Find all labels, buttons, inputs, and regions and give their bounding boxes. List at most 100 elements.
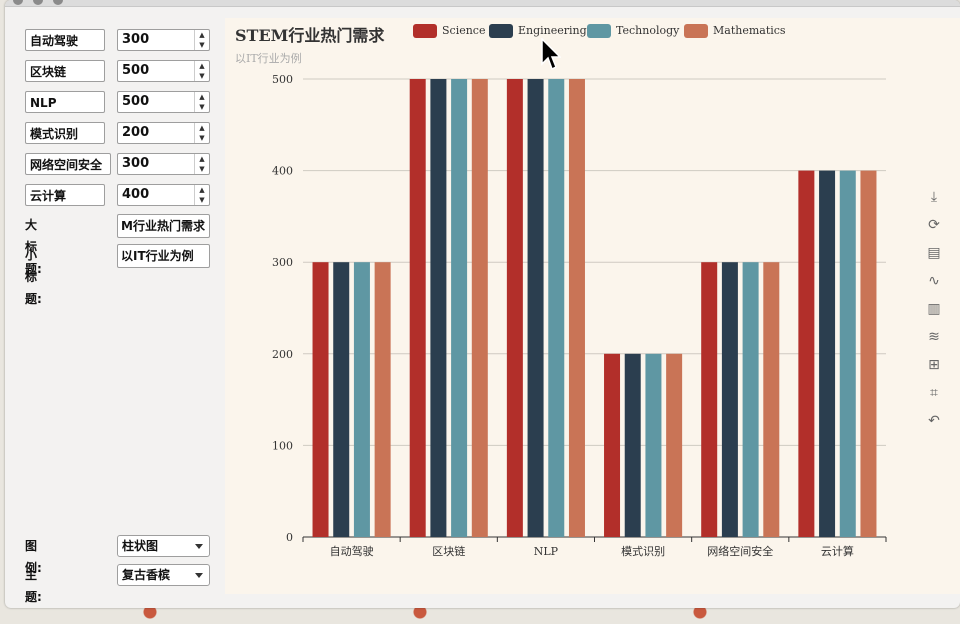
x-tick-label: 区块链 (432, 544, 465, 558)
chart-type-select[interactable]: 柱状图 (117, 535, 210, 557)
bar (353, 262, 370, 537)
x-tick-label: 云计算 (821, 544, 854, 558)
legend-swatch (684, 24, 708, 38)
category-name-field[interactable]: 网络空间安全 (25, 153, 111, 175)
legend-swatch (413, 24, 437, 38)
spin-arrows-icon[interactable]: ▲ ▼ (194, 92, 209, 112)
chevron-down-icon (195, 544, 203, 549)
bar (374, 262, 391, 537)
legend-item-science[interactable]: Science (413, 24, 485, 38)
zoom-window-icon[interactable] (53, 0, 63, 5)
control-panel: 自动驾驶 300 ▲ ▼ 区块链 500 ▲ ▼ NLP 500 ▲ ▼ 模式识别 200 ▲… (5, 0, 220, 608)
mouse-cursor-icon (541, 38, 561, 71)
bar (645, 353, 662, 537)
stack-icon[interactable]: ≋ (928, 329, 940, 345)
y-tick-label: 400 (272, 165, 293, 178)
theme-label: 主题: (25, 568, 42, 604)
title-label: 大标题: (25, 218, 42, 276)
y-tick-label: 0 (286, 531, 293, 544)
bar (860, 170, 877, 537)
bar (763, 262, 780, 537)
spinbox-value: 300 (122, 156, 150, 171)
legend-label: Technology (616, 24, 680, 37)
bar (527, 79, 544, 537)
bar (839, 170, 856, 537)
close-window-icon[interactable] (13, 0, 23, 5)
theme-value: 复古香槟 (122, 568, 171, 582)
y-tick-label: 300 (272, 256, 293, 269)
theme-select[interactable]: 复古香槟 (117, 564, 210, 586)
spin-arrows-icon[interactable]: ▲ ▼ (194, 185, 209, 205)
data-view-icon[interactable]: ▤ (927, 245, 941, 261)
x-tick-label: NLP (534, 545, 559, 558)
chart-type-value: 柱状图 (122, 539, 159, 553)
value-spinbox[interactable]: 500 ▲ ▼ (117, 60, 210, 82)
bar (604, 353, 621, 537)
legend-swatch (489, 24, 513, 38)
bar (430, 79, 447, 537)
bar (548, 79, 565, 537)
value-spinbox[interactable]: 400 ▲ ▼ (117, 184, 210, 206)
spinbox-value: 400 (122, 187, 150, 202)
spin-arrows-icon[interactable]: ▲ ▼ (194, 154, 209, 174)
spinbox-value: 200 (122, 125, 150, 140)
chart-title: STEM行业热门需求 (235, 26, 385, 45)
category-name-field[interactable]: 云计算 (25, 184, 105, 206)
x-tick-label: 自动驾驶 (330, 544, 374, 558)
app-window: 自动驾驶 300 ▲ ▼ 区块链 500 ▲ ▼ NLP 500 ▲ ▼ 模式识别 200 ▲… (5, 0, 960, 608)
bar (742, 262, 759, 537)
legend-label: Science (442, 24, 486, 37)
minimize-window-icon[interactable] (33, 0, 43, 5)
y-tick-label: 500 (272, 73, 293, 86)
bar (409, 79, 426, 537)
chart-panel: STEM行业热门需求 以IT行业为例 Science Engineering T… (225, 18, 960, 594)
legend-item-technology[interactable]: Technology (587, 24, 679, 38)
line-chart-icon[interactable]: ∿ (928, 273, 940, 289)
bar (798, 170, 815, 537)
subtitle-label: 小标题: (25, 248, 42, 306)
bar (471, 79, 488, 537)
tiled-icon[interactable]: ⊞ (928, 357, 940, 373)
bar (451, 79, 468, 537)
legend-item-engineering[interactable]: Engineering (489, 24, 587, 38)
spin-arrows-icon[interactable]: ▲ ▼ (194, 123, 209, 143)
bar (506, 79, 523, 537)
title-bar (5, 0, 960, 7)
bar (701, 262, 718, 537)
title-input[interactable]: M行业热门需求 (117, 214, 210, 238)
zoom-reset-icon[interactable]: ↶ (928, 413, 940, 429)
chart-subtitle: 以IT行业为例 (235, 52, 302, 65)
spinbox-value: 500 (122, 94, 150, 109)
value-spinbox[interactable]: 300 ▲ ▼ (117, 29, 210, 51)
subtitle-input[interactable]: 以IT行业为例 (117, 244, 210, 268)
bar-chart: 0 100 200 300 400 500 自动驾驶 区块链 NLP 模式识别 网络空间安全 云计算 (272, 73, 887, 558)
spin-arrows-icon[interactable]: ▲ ▼ (194, 30, 209, 50)
bar (666, 353, 683, 537)
bar (721, 262, 738, 537)
spin-arrows-icon[interactable]: ▲ ▼ (194, 61, 209, 81)
category-name-field[interactable]: 模式识别 (25, 122, 105, 144)
download-icon[interactable]: ⤓ (930, 189, 938, 205)
bar-chart-icon[interactable]: ▥ (927, 301, 941, 317)
y-tick-label: 200 (272, 348, 293, 361)
refresh-icon[interactable]: ⟳ (928, 217, 940, 233)
legend-label: Engineering (518, 24, 587, 37)
legend-label: 图例: (25, 539, 42, 575)
legend-swatch (587, 24, 611, 38)
value-spinbox[interactable]: 200 ▲ ▼ (117, 122, 210, 144)
legend-label: Mathematics (713, 24, 786, 37)
category-name-field[interactable]: NLP (25, 91, 105, 113)
bar (312, 262, 329, 537)
x-tick-label: 网络空间安全 (707, 544, 773, 558)
category-name-field[interactable]: 自动驾驶 (25, 29, 105, 51)
legend-item-mathematics[interactable]: Mathematics (684, 24, 786, 38)
y-tick-label: 100 (272, 439, 293, 452)
zoom-icon[interactable]: ⌗ (930, 385, 938, 401)
bar (819, 170, 836, 537)
value-spinbox[interactable]: 500 ▲ ▼ (117, 91, 210, 113)
chevron-down-icon (195, 573, 203, 578)
x-tick-label: 模式识别 (621, 545, 665, 558)
category-name-field[interactable]: 区块链 (25, 60, 105, 82)
bar (333, 262, 350, 537)
value-spinbox[interactable]: 300 ▲ ▼ (117, 153, 210, 175)
